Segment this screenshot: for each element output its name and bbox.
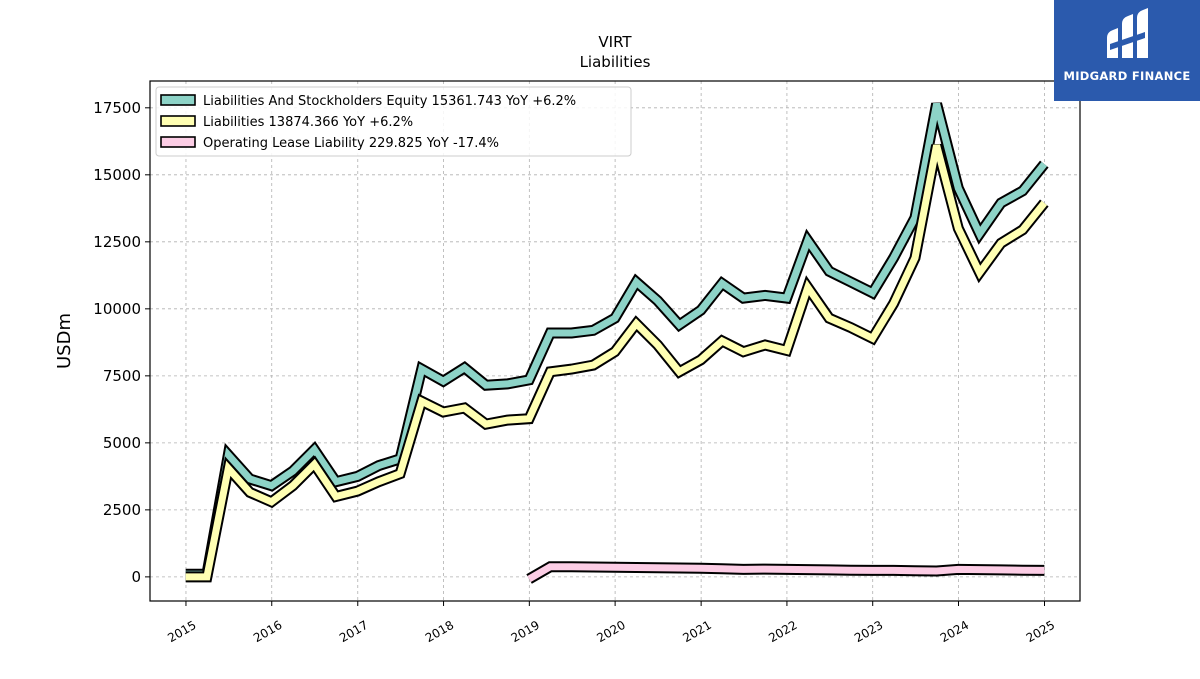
y-tick-label: 2500 xyxy=(103,501,141,519)
series-line-2 xyxy=(527,563,1045,583)
x-tick-label: 2018 xyxy=(423,618,456,645)
y-tick-label: 17500 xyxy=(93,99,141,117)
x-tick-label: 2017 xyxy=(337,618,370,645)
legend: Liabilities And Stockholders Equity 1536… xyxy=(155,86,632,157)
x-tick-label: 2016 xyxy=(251,618,284,645)
y-tick-label: 10000 xyxy=(93,300,141,318)
x-tick-label: 2019 xyxy=(509,618,542,645)
x-tick-label: 2022 xyxy=(766,618,799,645)
y-tick-label: 15000 xyxy=(93,166,141,184)
x-tick-label: 2023 xyxy=(852,618,885,645)
series-line-0 xyxy=(185,102,1048,578)
x-tick-label: 2015 xyxy=(165,618,198,645)
legend-label: Operating Lease Liability 229.825 YoY -1… xyxy=(203,136,499,151)
series-line-1 xyxy=(185,144,1048,581)
brand-logo: MIDGARD FINANCE xyxy=(1054,0,1200,101)
legend-label: Liabilities 13874.366 YoY +6.2% xyxy=(203,115,413,130)
y-tick-label: 0 xyxy=(131,568,141,586)
y-axis-label: USDm xyxy=(54,313,75,369)
y-tick-label: 5000 xyxy=(103,434,141,452)
chart-title: VIRT xyxy=(598,33,632,51)
y-tick-label: 12500 xyxy=(93,233,141,251)
chart-subtitle: Liabilities xyxy=(580,53,651,71)
brand-name: MIDGARD FINANCE xyxy=(1063,69,1191,83)
legend-label: Liabilities And Stockholders Equity 1536… xyxy=(203,94,576,109)
x-tick-label: 2025 xyxy=(1024,618,1057,645)
x-tick-label: 2020 xyxy=(594,618,627,645)
plot-frame xyxy=(149,80,1081,602)
legend-swatch xyxy=(160,94,196,106)
x-tick-label: 2024 xyxy=(938,618,971,645)
plot-area: 0 2500 5000 7500 10000 12500 15000 17500 2015 201… xyxy=(93,80,1081,645)
legend-box xyxy=(155,86,632,157)
y-tick-label: 7500 xyxy=(103,367,141,385)
x-tick-label: 2021 xyxy=(680,618,713,645)
legend-swatch xyxy=(160,115,196,127)
legend-swatch xyxy=(160,136,196,148)
brand-logo-icon xyxy=(1107,8,1148,58)
